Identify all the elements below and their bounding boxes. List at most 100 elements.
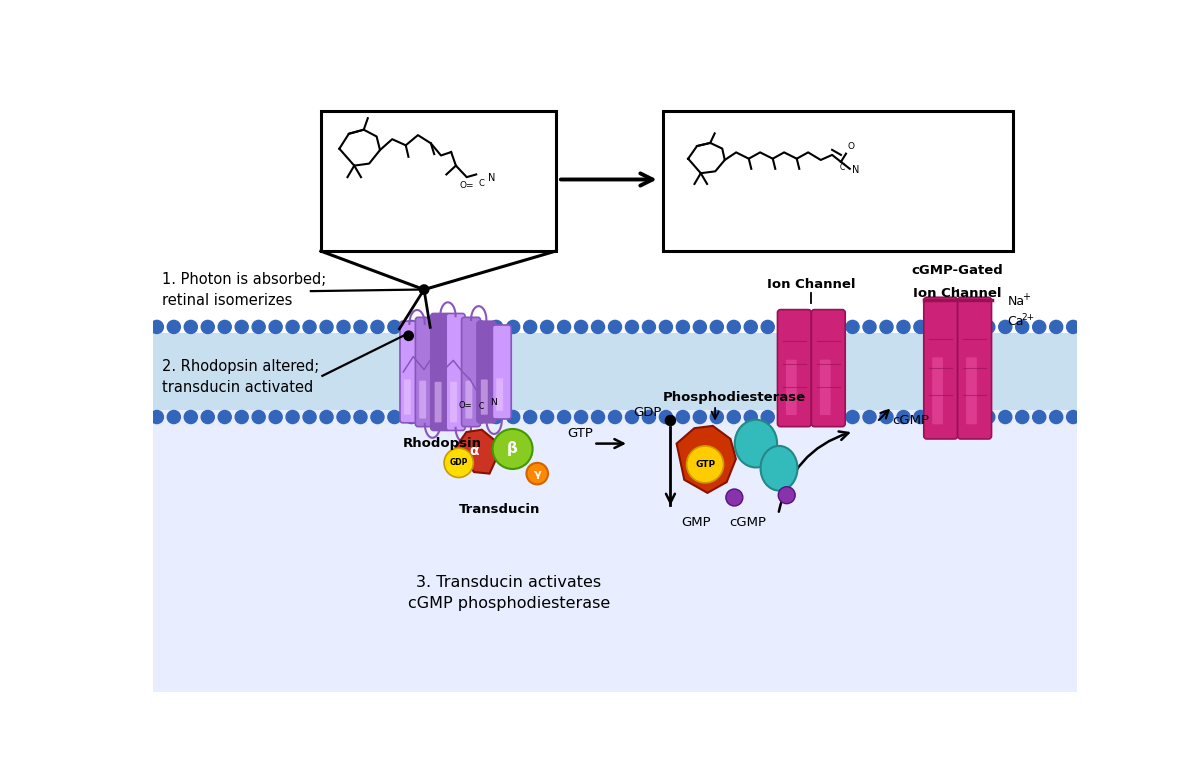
Circle shape xyxy=(642,320,655,333)
Circle shape xyxy=(371,320,384,333)
Text: 2+: 2+ xyxy=(1021,313,1034,322)
Circle shape xyxy=(914,410,926,423)
Circle shape xyxy=(575,320,588,333)
Circle shape xyxy=(779,486,796,503)
Circle shape xyxy=(252,320,265,333)
Circle shape xyxy=(388,410,401,423)
Circle shape xyxy=(506,410,520,423)
Circle shape xyxy=(1050,410,1063,423)
Text: O: O xyxy=(847,142,854,151)
Circle shape xyxy=(1033,320,1045,333)
FancyBboxPatch shape xyxy=(924,298,958,439)
Circle shape xyxy=(320,320,334,333)
FancyBboxPatch shape xyxy=(966,357,977,424)
Text: Transducin: Transducin xyxy=(458,503,540,516)
FancyBboxPatch shape xyxy=(786,360,797,415)
Circle shape xyxy=(896,410,910,423)
Circle shape xyxy=(982,320,995,333)
Circle shape xyxy=(998,410,1012,423)
Circle shape xyxy=(625,410,638,423)
Circle shape xyxy=(812,410,826,423)
Circle shape xyxy=(286,410,299,423)
Circle shape xyxy=(727,320,740,333)
Circle shape xyxy=(710,320,724,333)
Circle shape xyxy=(686,446,724,483)
Circle shape xyxy=(761,320,774,333)
Circle shape xyxy=(863,320,876,333)
Circle shape xyxy=(642,410,655,423)
Circle shape xyxy=(863,410,876,423)
Circle shape xyxy=(150,410,163,423)
Circle shape xyxy=(540,410,553,423)
Circle shape xyxy=(354,320,367,333)
Circle shape xyxy=(235,410,248,423)
Text: γ: γ xyxy=(534,469,541,479)
Text: O=: O= xyxy=(458,401,473,409)
Circle shape xyxy=(371,410,384,423)
Circle shape xyxy=(914,320,926,333)
Text: cGMP: cGMP xyxy=(728,516,766,528)
Bar xyxy=(320,111,556,251)
Circle shape xyxy=(320,410,334,423)
Circle shape xyxy=(439,320,452,333)
Circle shape xyxy=(948,410,961,423)
Circle shape xyxy=(490,320,503,333)
Circle shape xyxy=(1015,320,1028,333)
FancyBboxPatch shape xyxy=(476,321,496,423)
Circle shape xyxy=(965,410,978,423)
Text: GTP: GTP xyxy=(568,427,593,440)
Circle shape xyxy=(608,410,622,423)
Text: Rhodopsin: Rhodopsin xyxy=(402,437,481,451)
Text: α: α xyxy=(469,444,479,458)
Circle shape xyxy=(796,320,808,333)
Circle shape xyxy=(252,410,265,423)
Circle shape xyxy=(726,489,743,506)
Circle shape xyxy=(744,320,757,333)
Text: N: N xyxy=(852,165,859,175)
FancyBboxPatch shape xyxy=(431,313,450,430)
Text: O=: O= xyxy=(460,182,474,190)
Circle shape xyxy=(422,320,434,333)
Circle shape xyxy=(150,320,163,333)
Circle shape xyxy=(694,410,707,423)
Circle shape xyxy=(608,320,622,333)
Text: cGMP-Gated: cGMP-Gated xyxy=(912,264,1003,277)
Circle shape xyxy=(304,320,316,333)
Circle shape xyxy=(677,320,690,333)
FancyBboxPatch shape xyxy=(419,381,426,419)
FancyBboxPatch shape xyxy=(481,379,487,415)
Text: C: C xyxy=(840,163,845,172)
Circle shape xyxy=(710,410,724,423)
Circle shape xyxy=(202,410,215,423)
FancyBboxPatch shape xyxy=(404,379,410,415)
Circle shape xyxy=(998,320,1012,333)
Circle shape xyxy=(404,320,418,333)
Text: cGMP: cGMP xyxy=(892,414,929,427)
Circle shape xyxy=(304,410,316,423)
Circle shape xyxy=(778,320,791,333)
Circle shape xyxy=(592,320,605,333)
FancyBboxPatch shape xyxy=(778,309,811,427)
Circle shape xyxy=(218,410,232,423)
Circle shape xyxy=(659,410,672,423)
Circle shape xyxy=(456,320,469,333)
FancyBboxPatch shape xyxy=(154,395,1078,692)
Text: Phosphodiesterase: Phosphodiesterase xyxy=(662,391,806,404)
FancyBboxPatch shape xyxy=(400,321,419,423)
Circle shape xyxy=(796,410,808,423)
Circle shape xyxy=(337,320,350,333)
Circle shape xyxy=(1067,320,1080,333)
Text: C: C xyxy=(479,179,484,188)
Circle shape xyxy=(575,410,588,423)
Circle shape xyxy=(1015,410,1028,423)
Text: 1. Photon is absorbed;
retinal isomerizes: 1. Photon is absorbed; retinal isomerize… xyxy=(162,272,326,308)
FancyBboxPatch shape xyxy=(466,381,473,419)
Circle shape xyxy=(218,320,232,333)
Bar xyxy=(662,111,1013,251)
Text: 3. Transducin activates
cGMP phosphodiesterase: 3. Transducin activates cGMP phosphodies… xyxy=(408,575,610,611)
FancyBboxPatch shape xyxy=(415,317,434,427)
Circle shape xyxy=(506,320,520,333)
Circle shape xyxy=(677,410,690,423)
Text: $\mathsf{C}$: $\mathsf{C}$ xyxy=(478,399,485,410)
FancyBboxPatch shape xyxy=(932,357,943,424)
